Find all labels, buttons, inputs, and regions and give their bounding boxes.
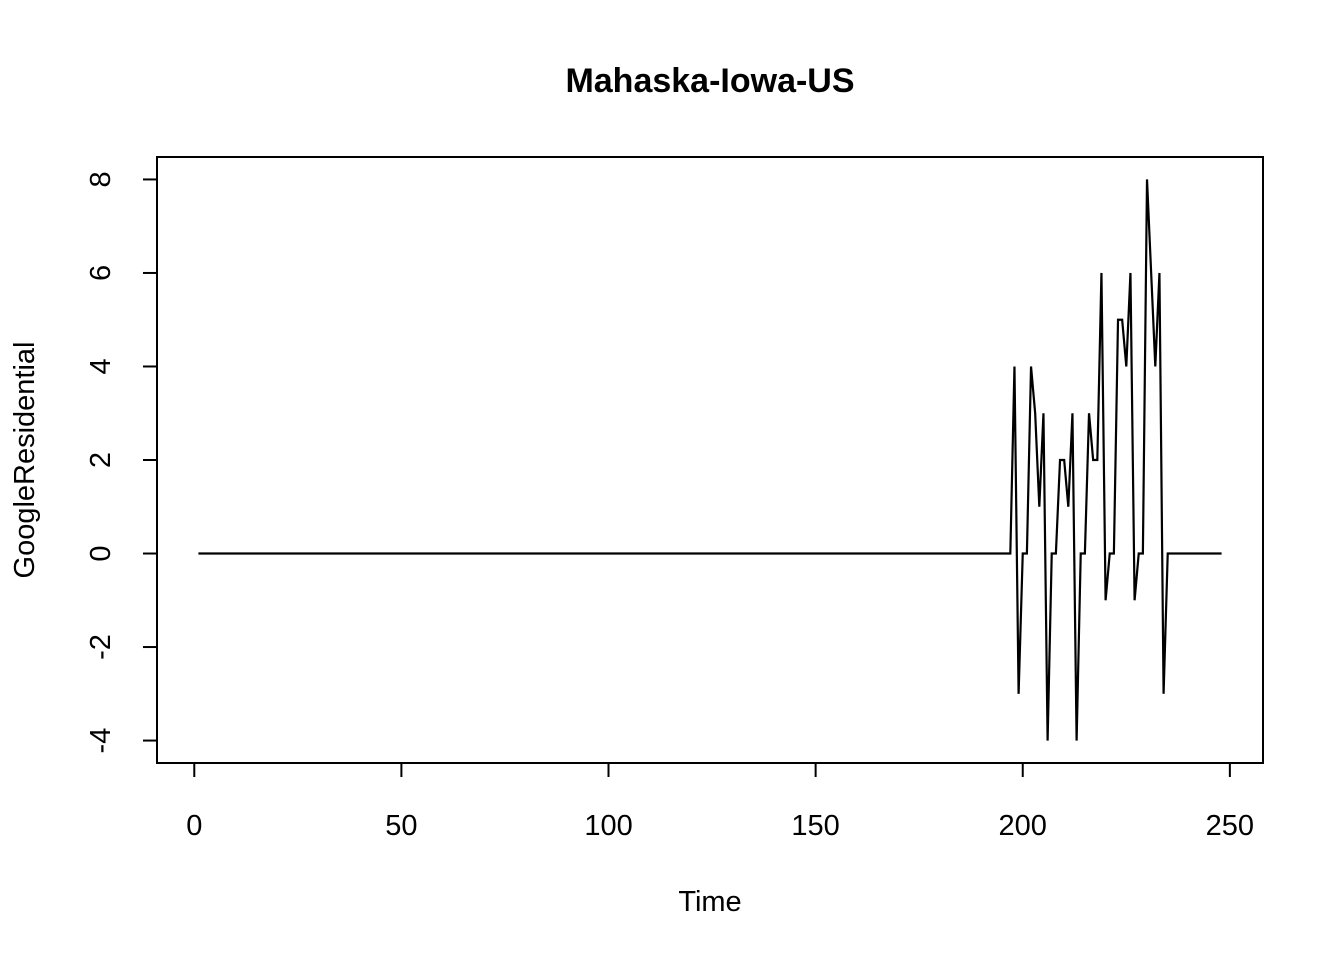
y-tick-label: 0 [85,545,117,561]
x-tick-label: 250 [1206,810,1254,842]
series-layer [198,179,1222,741]
y-tick-label: 4 [85,358,117,374]
x-tick-label: 50 [385,810,417,842]
x-axis: 0 50 100 150 200 250 [186,762,1254,842]
x-tick-label: 0 [186,810,202,842]
y-axis: -4 -2 0 2 4 6 8 [85,171,158,754]
x-axis-label: Time [678,886,741,918]
x-tick-label: 200 [999,810,1047,842]
y-tick-label: 8 [85,171,117,187]
y-axis-label: GoogleResidential [9,342,41,579]
y-tick-label: -4 [85,728,117,754]
series-line [198,179,1222,741]
x-tick-label: 150 [791,810,839,842]
x-tick-label: 100 [584,810,632,842]
y-tick-label: -2 [85,634,117,660]
chart-title: Mahaska-Iowa-US [565,62,854,100]
y-tick-label: 6 [85,265,117,281]
y-tick-label: 2 [85,452,117,468]
